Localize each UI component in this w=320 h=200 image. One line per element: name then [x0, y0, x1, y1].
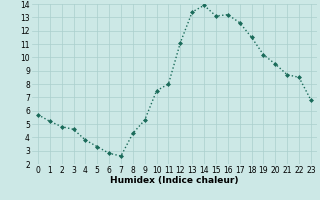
- X-axis label: Humidex (Indice chaleur): Humidex (Indice chaleur): [110, 176, 239, 185]
